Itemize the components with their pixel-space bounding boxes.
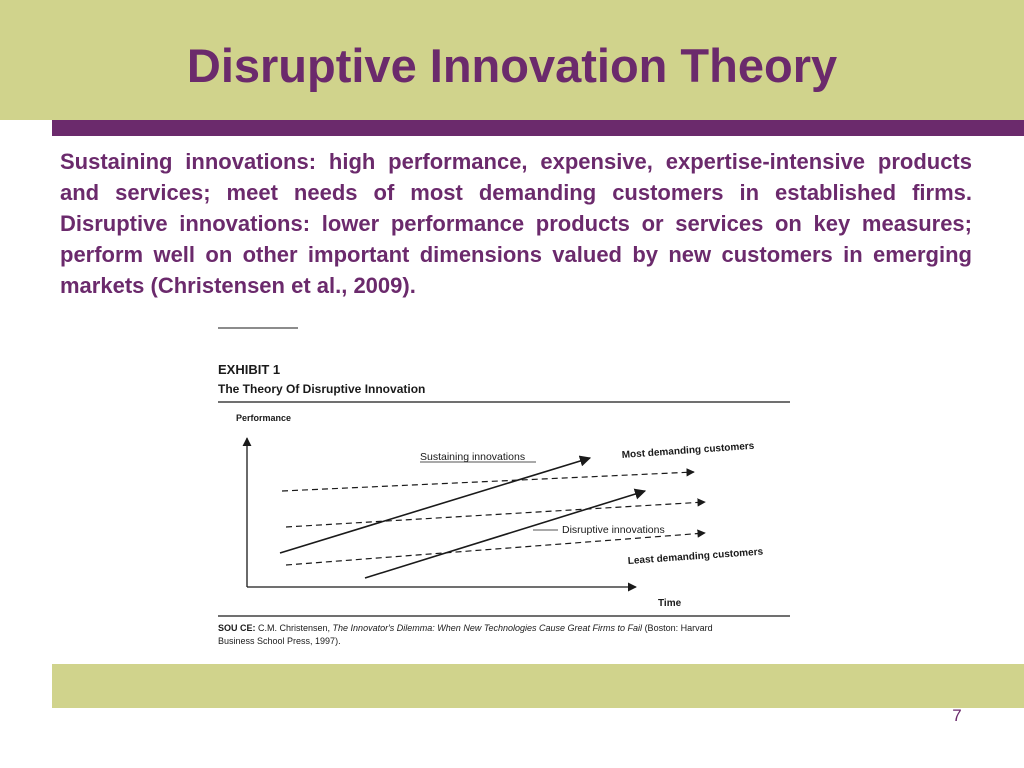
label-disruptive-innovations: Disruptive innovations bbox=[562, 524, 665, 536]
body-paragraph: Sustaining innovations: high performance… bbox=[60, 149, 972, 298]
y-axis-label: Performance bbox=[236, 413, 291, 423]
source-book: The Innovator's Dilemma: When New Techno… bbox=[333, 623, 644, 633]
source-author: C.M. Christensen, bbox=[256, 623, 333, 633]
footer-band bbox=[52, 664, 1024, 708]
exhibit-label: EXHIBIT 1 bbox=[218, 362, 280, 377]
label-sustaining-innovations: Sustaining innovations bbox=[420, 451, 525, 463]
title-band bbox=[0, 0, 1024, 120]
most-demanding-customers-line bbox=[281, 468, 695, 492]
x-axis-label: Time bbox=[658, 598, 682, 609]
source-publisher: (Boston: Harvard bbox=[642, 623, 713, 633]
label-least-demanding-customers: Least demanding customers bbox=[627, 547, 763, 567]
sustaining-innovations-line bbox=[279, 455, 592, 554]
slide-title: Disruptive Innovation Theory bbox=[186, 39, 838, 92]
exhibit-title: The Theory Of Disruptive Innovation bbox=[218, 382, 425, 396]
least-demanding-customers-line bbox=[285, 529, 706, 566]
disruptive-innovations-line bbox=[364, 488, 647, 579]
accent-bar bbox=[52, 120, 1024, 136]
exhibit-figure: EXHIBIT 1 The Theory Of Disruptive Innov… bbox=[218, 327, 790, 646]
source-prefix: SOU CE: bbox=[218, 623, 256, 633]
source-citation-line2: Business School Press, 1997). bbox=[218, 636, 341, 646]
source-citation-line1: SOU CE: C.M. Christensen, The Innovator'… bbox=[218, 623, 713, 633]
label-most-demanding-customers: Most demanding customers bbox=[621, 441, 755, 461]
page-number: 7 bbox=[952, 706, 962, 725]
